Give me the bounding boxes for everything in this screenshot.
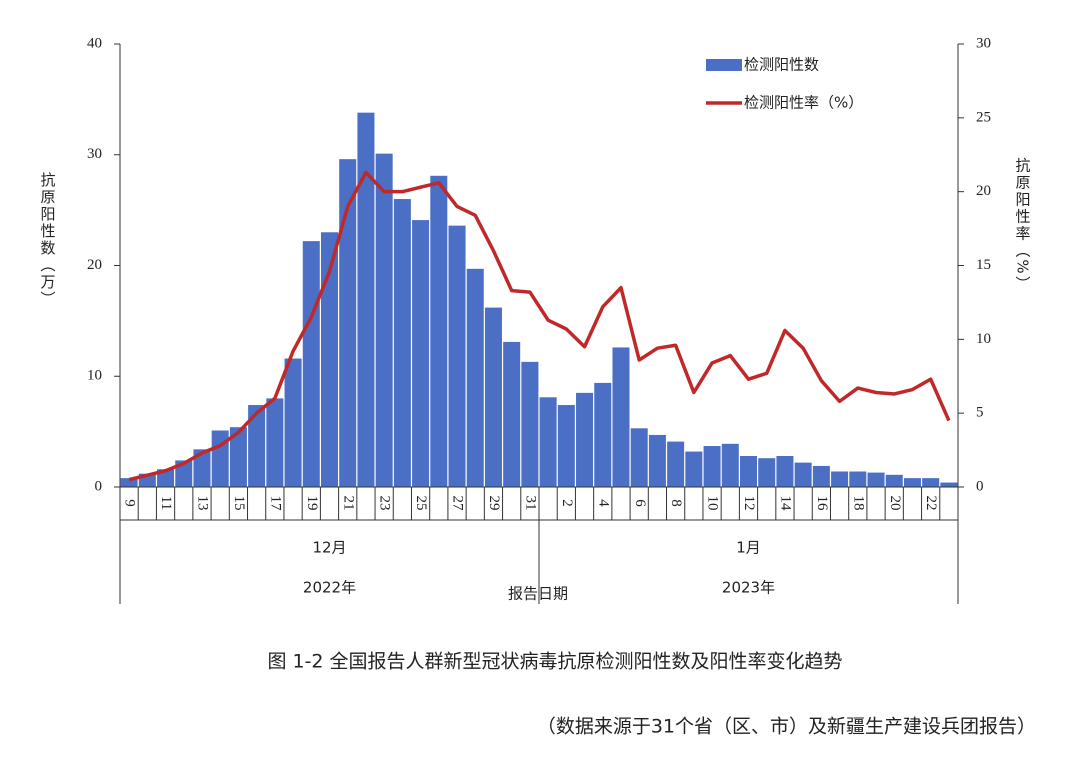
x-axis-label: 报告日期 — [508, 585, 568, 603]
x-tick-label: 20 — [887, 496, 903, 511]
bar — [448, 225, 466, 487]
x-tick-label: 8 — [668, 499, 684, 507]
x-tick-label: 17 — [267, 496, 283, 512]
y-tick-label: 0 — [95, 478, 103, 494]
x-tick-label: 15 — [231, 496, 247, 511]
source: （数据来源于31个省（区、市）及新疆生产建设兵团报告） — [537, 716, 1036, 738]
bar — [466, 268, 484, 487]
bar — [430, 175, 448, 488]
x-tick-label: 22 — [923, 496, 939, 511]
y-tick-label: 20 — [87, 257, 102, 273]
bar — [484, 307, 502, 487]
line — [128, 170, 951, 482]
x-tick-label: 10 — [705, 496, 721, 511]
bar — [193, 449, 211, 487]
bar — [648, 434, 666, 487]
bar — [157, 469, 175, 487]
bar — [849, 471, 867, 487]
x-tick-label: 13 — [195, 496, 211, 511]
bar — [248, 405, 266, 487]
y-tick-label: 40 — [87, 35, 102, 51]
bar — [557, 405, 575, 487]
y2-tick-label: 20 — [976, 183, 991, 199]
bar — [758, 458, 776, 487]
y2-tick-label: 30 — [976, 35, 991, 51]
bar — [576, 392, 594, 487]
bar — [175, 460, 193, 487]
year-label: 2022年 — [303, 579, 356, 597]
y2-tick-label: 10 — [976, 331, 991, 347]
x-tick-label: 29 — [486, 496, 502, 511]
x-tick-label: 14 — [777, 496, 793, 512]
caption: 图 1-2 全国报告人群新型冠状病毒抗原检测阳性数及阳性率变化趋势 — [267, 651, 842, 673]
x-tick-label: 27 — [450, 496, 466, 512]
bar — [302, 241, 320, 487]
bar — [357, 112, 375, 487]
bar — [539, 397, 557, 487]
x-tick-label: 11 — [158, 496, 174, 510]
bar — [266, 398, 284, 487]
x-tick-label: 21 — [340, 496, 356, 511]
y2-axis-label: 抗原阳性率（%） — [1014, 157, 1032, 292]
bar — [521, 361, 539, 487]
bar — [885, 474, 903, 487]
x-tick-label: 9 — [122, 499, 138, 507]
bar — [339, 159, 357, 487]
bar — [831, 471, 849, 487]
x-tick-label: 6 — [632, 499, 648, 507]
bar — [667, 441, 685, 487]
legend-swatch — [706, 59, 742, 71]
y-tick-label: 10 — [87, 368, 102, 384]
bar — [375, 153, 393, 487]
bar — [594, 382, 612, 487]
month-label: 1月 — [736, 539, 761, 557]
bar — [703, 446, 721, 487]
bar — [903, 478, 921, 487]
bar — [794, 462, 812, 487]
bar — [685, 451, 703, 487]
bar — [393, 199, 411, 488]
legend-label: 检测阳性数 — [744, 56, 819, 74]
x-tick-label: 4 — [595, 499, 611, 507]
bar — [284, 358, 302, 487]
y2-tick-label: 15 — [976, 257, 991, 273]
bar — [612, 347, 630, 487]
bar — [867, 472, 885, 487]
x-tick-label: 16 — [814, 496, 830, 512]
year-label: 2023年 — [722, 579, 775, 597]
bar — [739, 455, 758, 487]
bar — [812, 465, 830, 487]
x-tick-label: 31 — [522, 496, 538, 511]
y2-tick-label: 5 — [976, 405, 984, 421]
month-label: 12月 — [312, 539, 346, 557]
bar — [229, 427, 247, 487]
bar — [412, 220, 430, 487]
x-tick-label: 2 — [559, 499, 575, 507]
bar — [776, 455, 794, 487]
x-tick-label: 19 — [304, 496, 320, 511]
x-tick-label: 23 — [377, 496, 393, 511]
legend-label: 检测阳性率（%） — [744, 94, 863, 112]
x-tick-label: 18 — [850, 496, 866, 511]
x-tick-label: 12 — [741, 496, 757, 511]
bar — [120, 478, 138, 487]
bar — [211, 430, 229, 487]
y-axis-label: 抗原阳性数（万） — [39, 172, 57, 308]
bar — [721, 443, 739, 487]
bar — [922, 478, 940, 487]
y2-tick-label: 25 — [976, 109, 991, 125]
bar — [630, 428, 648, 487]
bar — [940, 482, 958, 487]
y-tick-label: 30 — [87, 146, 102, 162]
bar — [320, 232, 339, 487]
bar — [503, 341, 521, 487]
x-tick-label: 25 — [413, 496, 429, 511]
y2-tick-label: 0 — [976, 478, 984, 494]
